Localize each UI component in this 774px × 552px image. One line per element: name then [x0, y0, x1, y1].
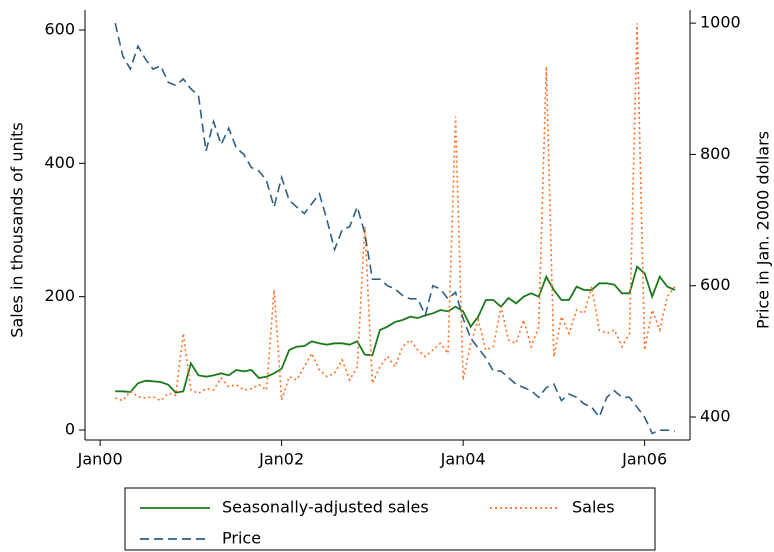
- x-tick-label: Jan02: [258, 450, 304, 469]
- y-tick-label: 0: [65, 420, 75, 439]
- y-tick-label: 200: [44, 286, 75, 305]
- series-line: [114, 22, 676, 435]
- x-tick-label: Jan04: [440, 450, 486, 469]
- y-tick-label: 600: [44, 20, 75, 39]
- y2-tick-label: 600: [700, 275, 731, 294]
- y-axis-title: Sales in thousands of units: [8, 122, 27, 337]
- legend-box: [124, 487, 656, 551]
- y2-axis-title: Price in Jan. 2000 dollars: [754, 131, 773, 329]
- x-tick-label: Jan00: [77, 450, 123, 469]
- legend-label: Sales: [572, 498, 615, 517]
- series-line: [114, 23, 676, 402]
- y2-tick-label: 1000: [700, 13, 741, 32]
- y-tick-label: 400: [44, 153, 75, 172]
- legend-label: Seasonally-adjusted sales: [222, 498, 429, 517]
- y2-tick-label: 400: [700, 407, 731, 426]
- legend-label: Price: [222, 529, 261, 548]
- x-tick-label: Jan06: [621, 450, 667, 469]
- series-line: [115, 265, 676, 394]
- y2-tick-label: 800: [700, 144, 731, 163]
